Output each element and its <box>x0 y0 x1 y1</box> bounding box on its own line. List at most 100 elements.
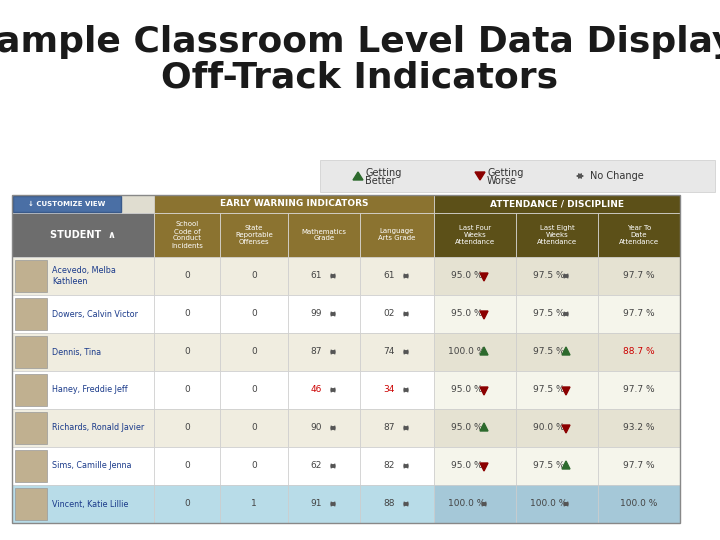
Text: 88: 88 <box>383 500 395 509</box>
Text: Language
Arts Grade: Language Arts Grade <box>378 228 415 241</box>
Text: Dennis, Tina: Dennis, Tina <box>52 348 101 356</box>
Text: Off-Track Indicators: Off-Track Indicators <box>161 61 559 95</box>
Text: 99: 99 <box>310 309 322 319</box>
Text: Richards, Ronald Javier: Richards, Ronald Javier <box>52 423 144 433</box>
Bar <box>598 447 680 485</box>
Text: 97.5 %: 97.5 % <box>534 272 564 280</box>
Text: 0: 0 <box>184 309 190 319</box>
Text: 62: 62 <box>310 462 322 470</box>
Bar <box>154 409 220 447</box>
Bar <box>288 447 360 485</box>
Text: 95.0 %: 95.0 % <box>451 423 483 433</box>
Bar <box>154 485 220 523</box>
Bar <box>15 336 47 368</box>
Bar <box>598 409 680 447</box>
Bar <box>288 213 360 257</box>
Text: STUDENT  ∧: STUDENT ∧ <box>50 230 116 240</box>
Polygon shape <box>562 347 570 355</box>
Bar <box>434 409 516 447</box>
Bar <box>360 257 434 295</box>
Bar <box>598 333 680 371</box>
Bar <box>516 257 598 295</box>
Bar <box>434 485 516 523</box>
Bar <box>516 333 598 371</box>
Bar <box>220 295 288 333</box>
Text: 34: 34 <box>383 386 395 395</box>
Text: 95.0 %: 95.0 % <box>451 462 483 470</box>
Text: Better: Better <box>365 176 395 186</box>
Bar <box>220 485 288 523</box>
Bar <box>434 333 516 371</box>
Text: 0: 0 <box>184 348 190 356</box>
Polygon shape <box>562 387 570 395</box>
Polygon shape <box>480 311 488 319</box>
Polygon shape <box>475 172 485 180</box>
Text: Sample Classroom Level Data Display-: Sample Classroom Level Data Display- <box>0 25 720 59</box>
Bar <box>434 295 516 333</box>
Bar <box>220 213 288 257</box>
Text: Getting: Getting <box>365 168 401 178</box>
Text: 0: 0 <box>184 500 190 509</box>
Bar <box>12 295 154 333</box>
Bar <box>15 374 47 406</box>
Text: 1: 1 <box>251 500 257 509</box>
Text: 46: 46 <box>310 386 322 395</box>
Bar <box>516 485 598 523</box>
Bar <box>220 447 288 485</box>
Bar <box>434 447 516 485</box>
Bar <box>360 447 434 485</box>
Bar <box>154 257 220 295</box>
Text: Worse: Worse <box>487 176 517 186</box>
Text: ATTENDANCE / DISCIPLINE: ATTENDANCE / DISCIPLINE <box>490 199 624 208</box>
Bar <box>516 447 598 485</box>
Bar <box>12 195 154 213</box>
Text: 0: 0 <box>251 348 257 356</box>
Polygon shape <box>480 273 488 281</box>
Bar <box>598 485 680 523</box>
Text: Acevedo, Melba
Kathleen: Acevedo, Melba Kathleen <box>52 266 116 286</box>
Text: 0: 0 <box>251 423 257 433</box>
Bar <box>220 371 288 409</box>
Bar <box>12 371 154 409</box>
Text: State
Reportable
Offenses: State Reportable Offenses <box>235 225 273 245</box>
Text: 0: 0 <box>184 272 190 280</box>
Text: No Change: No Change <box>590 171 644 181</box>
Text: 97.7 %: 97.7 % <box>624 386 654 395</box>
Text: Dowers, Calvin Victor: Dowers, Calvin Victor <box>52 309 138 319</box>
Bar <box>288 409 360 447</box>
Bar <box>12 447 154 485</box>
Bar <box>12 485 154 523</box>
Bar <box>598 295 680 333</box>
Bar <box>15 412 47 444</box>
Bar <box>360 485 434 523</box>
Text: School
Code of
Conduct
Incidents: School Code of Conduct Incidents <box>171 221 203 248</box>
Text: 88.7 %: 88.7 % <box>624 348 654 356</box>
Bar <box>220 409 288 447</box>
Text: 61: 61 <box>310 272 322 280</box>
Bar <box>12 213 154 257</box>
Text: 02: 02 <box>383 309 395 319</box>
Text: 61: 61 <box>383 272 395 280</box>
Bar <box>12 409 154 447</box>
Bar <box>360 213 434 257</box>
Text: ↓ CUSTOMIZE VIEW: ↓ CUSTOMIZE VIEW <box>28 201 106 207</box>
Text: 97.5 %: 97.5 % <box>534 462 564 470</box>
Text: 0: 0 <box>251 272 257 280</box>
Bar <box>15 298 47 330</box>
Bar <box>288 333 360 371</box>
Bar <box>516 409 598 447</box>
Bar <box>12 195 680 523</box>
Bar <box>516 295 598 333</box>
Text: 100.0 %: 100.0 % <box>621 500 657 509</box>
Text: Getting: Getting <box>487 168 523 178</box>
Text: Last Eight
Weeks
Attendance: Last Eight Weeks Attendance <box>537 225 577 245</box>
Bar <box>154 213 220 257</box>
Bar <box>154 295 220 333</box>
Text: 100.0 %: 100.0 % <box>449 500 486 509</box>
Text: EARLY WARNING INDICATORS: EARLY WARNING INDICATORS <box>220 199 368 208</box>
Polygon shape <box>480 347 488 355</box>
Text: 87: 87 <box>383 423 395 433</box>
Bar <box>360 409 434 447</box>
Polygon shape <box>480 423 488 431</box>
Text: Mathematics
Grade: Mathematics Grade <box>302 228 346 241</box>
